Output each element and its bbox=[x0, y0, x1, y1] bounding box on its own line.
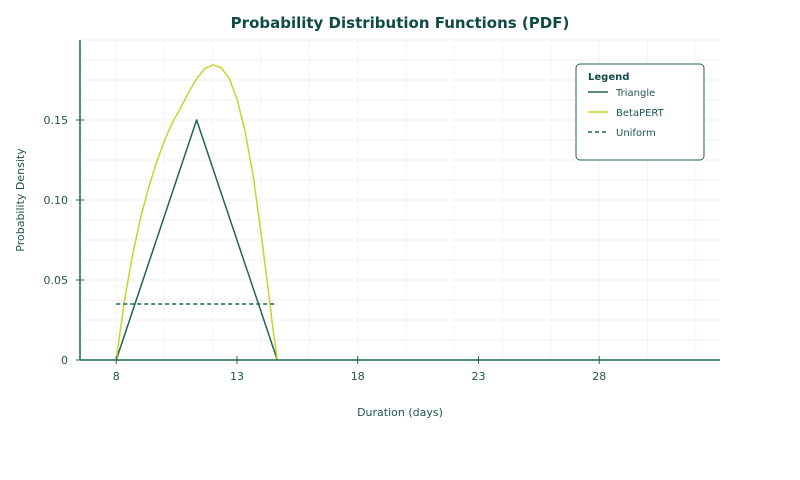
legend: Legend Triangle BetaPERT Uniform bbox=[575, 63, 705, 161]
series-line-triangle bbox=[115, 119, 279, 361]
legend-label-uniform: Uniform bbox=[616, 128, 656, 139]
tick-labels: 8 13 18 23 28 0 0.05 0.10 0.15 bbox=[44, 114, 607, 383]
x-axis-label: Duration (days) bbox=[357, 406, 443, 419]
x-tick-label: 28 bbox=[592, 370, 606, 383]
y-tick-label: 0.15 bbox=[44, 114, 69, 127]
series-line-betapert bbox=[115, 64, 279, 361]
x-tick-label: 13 bbox=[230, 370, 244, 383]
y-axis-label: Probability Density bbox=[14, 148, 27, 252]
y-tick-label: 0 bbox=[61, 354, 68, 367]
y-tick-label: 0.10 bbox=[44, 194, 69, 207]
x-tick-label: 18 bbox=[351, 370, 365, 383]
x-tick-label: 8 bbox=[113, 370, 120, 383]
legend-box bbox=[575, 63, 705, 161]
legend-label-triangle: Triangle bbox=[615, 88, 655, 99]
axes bbox=[76, 40, 720, 364]
x-tick-label: 23 bbox=[471, 370, 485, 383]
plot-area bbox=[115, 64, 279, 361]
chart-title: Probability Distribution Functions (PDF) bbox=[231, 14, 570, 32]
y-tick-label: 0.05 bbox=[44, 274, 69, 287]
legend-title: Legend bbox=[588, 72, 629, 83]
legend-label-betapert: BetaPERT bbox=[616, 108, 665, 119]
